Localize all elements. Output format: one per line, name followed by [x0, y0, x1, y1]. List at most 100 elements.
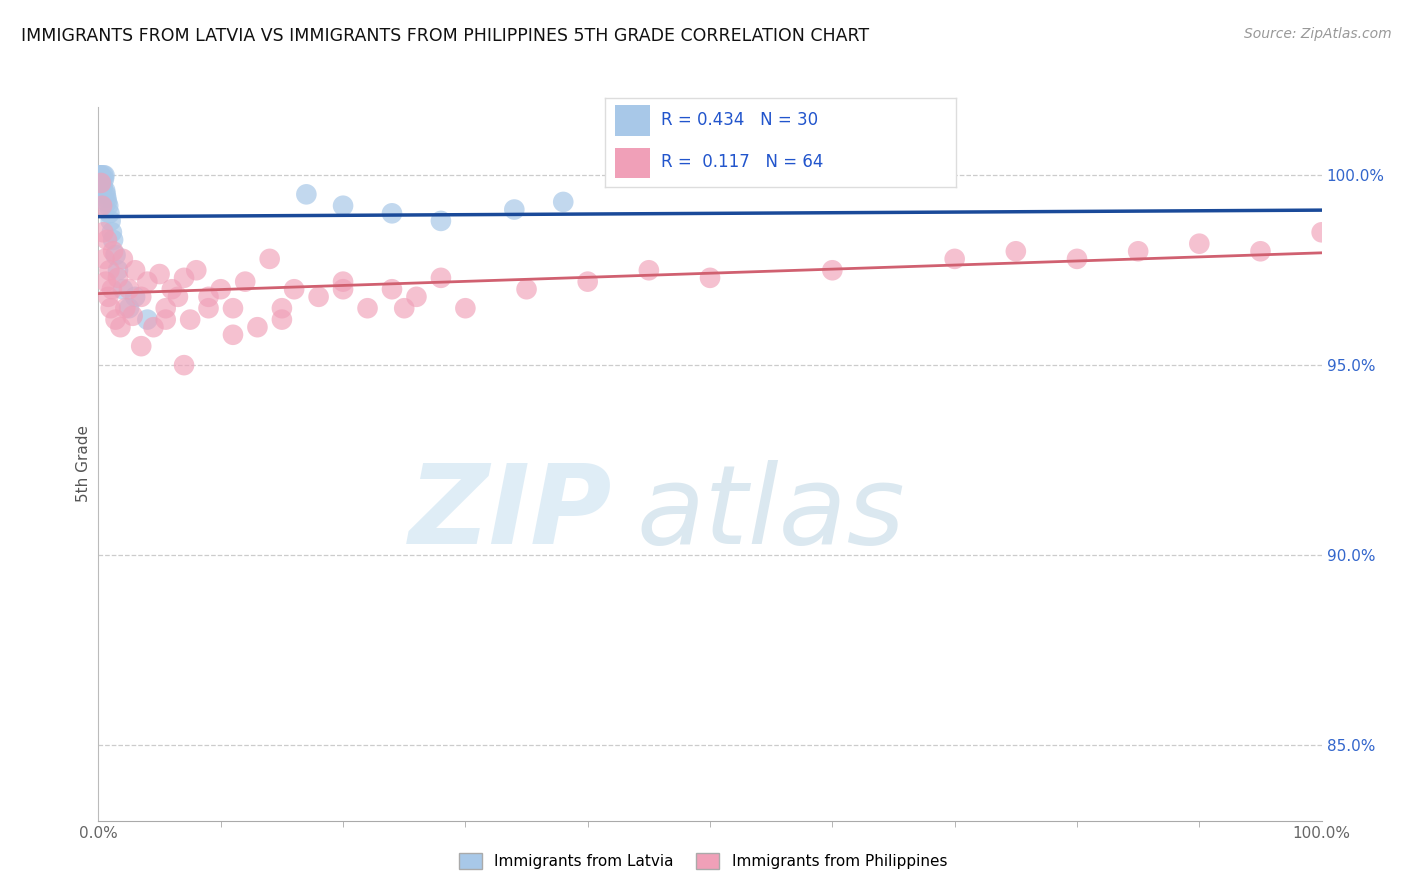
Point [94, 275, 117, 289]
Point [104, 248, 127, 262]
Text: atlas: atlas [637, 460, 905, 567]
Point [222, 327, 245, 342]
Point [107, 270, 129, 285]
Point [381, 282, 404, 296]
Point [104, 312, 127, 326]
Point [96, 233, 118, 247]
Point [111, 282, 134, 296]
Point [149, 267, 172, 281]
Text: IMMIGRANTS FROM LATVIA VS IMMIGRANTS FROM PHILIPPINES 5TH GRADE CORRELATION CHAR: IMMIGRANTS FROM LATVIA VS IMMIGRANTS FRO… [21, 27, 869, 45]
Point [98, 206, 121, 220]
Point [142, 320, 165, 334]
Text: R =  0.117   N = 64: R = 0.117 N = 64 [661, 153, 823, 171]
Point [699, 270, 721, 285]
Y-axis label: 5th Grade: 5th Grade [76, 425, 91, 502]
Point [821, 263, 844, 277]
Point [1066, 252, 1088, 266]
Point [270, 301, 294, 316]
Point [98, 263, 121, 277]
Point [101, 233, 124, 247]
Point [90, 172, 112, 186]
Point [233, 275, 256, 289]
Point [173, 358, 195, 372]
Point [332, 282, 354, 296]
Point [100, 214, 122, 228]
Point [454, 301, 477, 316]
Point [97, 290, 120, 304]
Point [209, 282, 232, 296]
Point [1004, 244, 1026, 259]
Point [381, 206, 404, 220]
Point [90, 176, 112, 190]
Point [356, 301, 378, 316]
Point [308, 290, 330, 304]
Point [124, 290, 146, 304]
Point [129, 339, 152, 353]
Point [576, 275, 599, 289]
Point [1250, 244, 1272, 259]
Point [91, 225, 114, 239]
Point [93, 169, 115, 183]
Point [392, 301, 416, 316]
Point [295, 187, 318, 202]
FancyBboxPatch shape [616, 105, 650, 136]
Point [101, 244, 124, 259]
Point [259, 252, 281, 266]
Point [93, 252, 115, 266]
Point [96, 194, 118, 209]
Point [89, 169, 111, 183]
Point [553, 194, 575, 209]
Point [89, 169, 111, 183]
Point [943, 252, 966, 266]
Point [155, 312, 177, 326]
Point [173, 270, 195, 285]
Point [91, 179, 114, 194]
Point [100, 301, 122, 316]
Point [222, 301, 245, 316]
Point [197, 301, 219, 316]
Point [1188, 236, 1211, 251]
Point [94, 184, 117, 198]
FancyBboxPatch shape [616, 148, 650, 178]
Point [114, 301, 136, 316]
Point [91, 169, 114, 183]
Point [124, 263, 146, 277]
Point [118, 282, 141, 296]
Point [186, 263, 208, 277]
Point [179, 312, 201, 326]
Text: Source: ZipAtlas.com: Source: ZipAtlas.com [1244, 27, 1392, 41]
Point [160, 282, 183, 296]
Point [516, 282, 538, 296]
Point [91, 176, 114, 190]
Point [101, 282, 124, 296]
Legend: Immigrants from Latvia, Immigrants from Philippines: Immigrants from Latvia, Immigrants from … [453, 847, 953, 875]
Point [270, 312, 294, 326]
Point [638, 263, 661, 277]
Point [129, 290, 152, 304]
Point [107, 263, 129, 277]
Point [90, 169, 112, 183]
Point [167, 290, 190, 304]
Point [197, 290, 219, 304]
Point [430, 214, 453, 228]
Point [246, 320, 269, 334]
Point [97, 199, 120, 213]
Point [136, 275, 159, 289]
Text: R = 0.434   N = 30: R = 0.434 N = 30 [661, 111, 818, 128]
Point [94, 187, 117, 202]
Point [101, 225, 124, 239]
Point [1128, 244, 1150, 259]
Point [332, 199, 354, 213]
Point [93, 172, 115, 186]
Point [405, 290, 427, 304]
Point [96, 191, 118, 205]
Point [503, 202, 526, 217]
Point [136, 312, 159, 326]
Point [430, 270, 453, 285]
Point [121, 309, 143, 323]
Text: ZIP: ZIP [409, 460, 612, 567]
Point [91, 199, 114, 213]
Point [155, 301, 177, 316]
Point [283, 282, 305, 296]
Point [110, 320, 132, 334]
